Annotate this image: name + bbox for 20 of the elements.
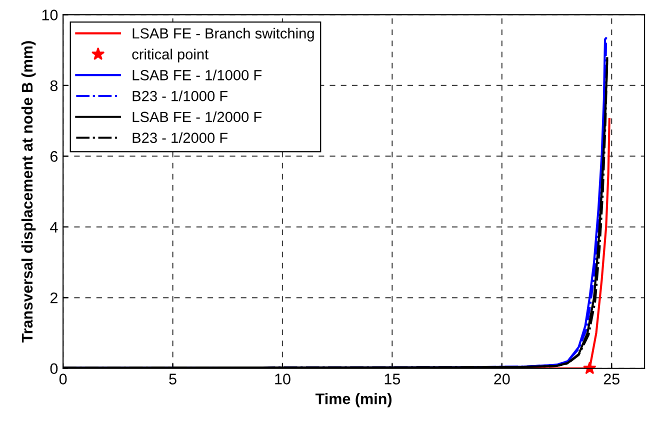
legend-label: critical point bbox=[132, 48, 209, 62]
legend-label: B23 - 1/2000 F bbox=[132, 132, 228, 143]
x-tick-label: 15 bbox=[384, 374, 400, 384]
x-tick-label: 20 bbox=[494, 374, 510, 384]
x-axis-title: Time (min) bbox=[315, 393, 392, 408]
y-axis-title: Transversal displacement at node B (mm) bbox=[21, 41, 36, 343]
x-tick-label: 5 bbox=[169, 374, 176, 384]
y-tick-label: 2 bbox=[50, 292, 58, 304]
y-tick-label: 8 bbox=[50, 80, 58, 92]
legend-label: LSAB FE - Branch switching bbox=[132, 28, 314, 42]
legend-label: B23 - 1/1000 F bbox=[132, 90, 228, 102]
y-tick-label: 0 bbox=[50, 363, 58, 374]
y-tick-label: 4 bbox=[50, 222, 58, 232]
x-tick-label: 10 bbox=[275, 374, 290, 384]
y-tick-label: 6 bbox=[50, 151, 58, 162]
y-tick-label: 10 bbox=[42, 10, 58, 20]
legend-label: LSAB FE - 1/2000 F bbox=[132, 111, 262, 122]
x-tick-label: 0 bbox=[59, 374, 67, 384]
legend-label: LSAB FE - 1/1000 F bbox=[132, 70, 262, 80]
x-tick-label: 25 bbox=[604, 374, 620, 384]
